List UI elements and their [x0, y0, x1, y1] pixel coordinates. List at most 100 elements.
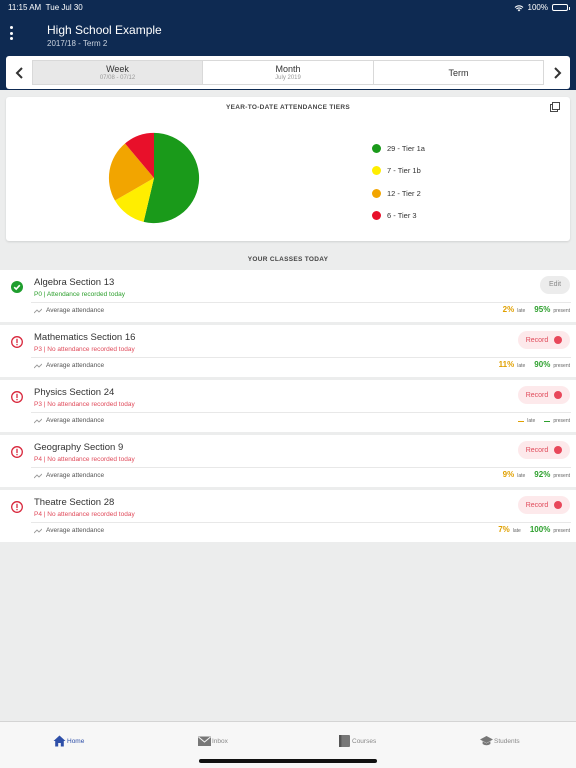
legend-item-tier-1b: 7 - Tier 1b — [372, 160, 425, 183]
tab-courses[interactable]: Courses — [338, 735, 376, 747]
record-dot-icon — [554, 446, 563, 454]
chevron-left-icon — [15, 66, 23, 79]
tab-home[interactable]: Home — [53, 735, 84, 747]
record-dot-icon — [554, 391, 563, 399]
app-header: High School Example 2017/18 - Term 2 — [0, 14, 576, 54]
class-row-theatre[interactable]: Theatre Section 28 P4 | No attendance re… — [0, 490, 576, 542]
record-label: Record — [525, 391, 549, 399]
expand-icon[interactable] — [550, 102, 560, 112]
trend-icon — [34, 363, 42, 368]
present-empty-dash — [544, 421, 551, 422]
period-selector-bar: Week 07/08 - 07/12 Month July 2019 Term — [0, 54, 576, 90]
period-label: Term — [448, 68, 469, 78]
attendance-tiers-card: YEAR-TO-DATE ATTENDANCE TIERS 29 - Tier … — [6, 97, 570, 241]
home-icon — [53, 735, 66, 747]
graduation-cap-icon — [480, 736, 493, 746]
edit-attendance-button[interactable]: Edit — [540, 276, 570, 294]
late-percent: 11% — [498, 360, 515, 369]
wifi-icon — [514, 4, 523, 11]
period-range: 07/08 - 07/12 — [99, 75, 136, 81]
trend-icon — [34, 308, 42, 313]
previous-period-button[interactable] — [6, 56, 32, 89]
class-attendance-status: P4 | No attendance recorded today — [34, 456, 135, 463]
class-attendance-status: P0 | Attendance recorded today — [34, 291, 125, 298]
period-range: July 2019 — [275, 75, 301, 81]
class-row-algebra[interactable]: Algebra Section 13 P0 | Attendance recor… — [0, 270, 576, 322]
period-tab-month[interactable]: Month July 2019 — [202, 60, 374, 85]
pie-slice-2 — [108, 143, 154, 201]
legend-item-tier-3: 6 - Tier 3 — [372, 205, 425, 228]
average-attendance-label: Average attendance — [46, 417, 105, 424]
late-percent: 9% — [502, 470, 515, 479]
tab-students[interactable]: Students — [480, 735, 520, 747]
present-label: present — [553, 473, 570, 479]
present-percent: 100% — [529, 525, 551, 534]
period-label: Month — [275, 64, 301, 74]
tier-legend: 29 - Tier 1a 7 - Tier 1b 12 - Tier 2 6 -… — [372, 137, 425, 227]
class-attendance-status: P4 | No attendance recorded today — [34, 511, 135, 518]
record-attendance-button[interactable]: Record — [518, 386, 570, 404]
legend-dot — [372, 211, 381, 221]
legend-dot — [372, 188, 381, 198]
record-attendance-button[interactable]: Record — [518, 441, 570, 459]
class-row-physics[interactable]: Physics Section 24 P3 | No attendance re… — [0, 380, 576, 432]
book-icon — [339, 735, 350, 747]
class-row-mathematics[interactable]: Mathematics Section 16 P3 | No attendanc… — [0, 325, 576, 377]
record-attendance-button[interactable]: Record — [518, 331, 570, 349]
late-label: late — [517, 363, 526, 369]
period-tab-week[interactable]: Week 07/08 - 07/12 — [32, 60, 203, 85]
class-name: Mathematics Section 16 — [34, 332, 136, 343]
attendance-stats: 9% late 92% present — [503, 470, 570, 479]
home-indicator — [199, 759, 377, 763]
chevron-right-icon — [553, 66, 561, 79]
present-label: present — [553, 528, 570, 534]
late-empty-dash — [518, 421, 525, 422]
late-label: late — [517, 473, 526, 479]
average-attendance-label: Average attendance — [46, 527, 105, 534]
legend-label: 29 - Tier 1a — [387, 143, 425, 153]
class-attendance-status: P3 | No attendance recorded today — [34, 401, 135, 408]
record-label: Record — [525, 501, 549, 509]
record-label: Record — [525, 446, 549, 454]
record-dot-icon — [554, 336, 563, 344]
more-menu-icon[interactable] — [6, 24, 16, 42]
legend-dot — [372, 143, 381, 153]
status-clock: 11:15 AM — [8, 3, 42, 12]
pie-slice-0 — [143, 132, 200, 224]
average-attendance: Average attendance — [34, 362, 104, 369]
status-date: Tue Jul 30 — [45, 3, 83, 12]
battery-percent: 100% — [527, 3, 548, 12]
legend-label: 12 - Tier 2 — [387, 188, 421, 198]
late-percent: 7% — [498, 525, 510, 534]
alert-circle-icon — [11, 446, 23, 458]
late-label: late — [512, 528, 521, 534]
pie-slice-1 — [114, 178, 154, 222]
alert-circle-icon — [11, 391, 23, 403]
record-attendance-button[interactable]: Record — [518, 496, 570, 514]
check-circle-icon — [11, 281, 23, 293]
status-time: 11:15 AM Tue Jul 30 — [8, 3, 83, 12]
battery-icon — [552, 4, 570, 11]
next-period-button[interactable] — [544, 56, 570, 89]
divider — [31, 412, 571, 413]
legend-label: 6 - Tier 3 — [387, 211, 417, 221]
tab-inbox[interactable]: Inbox — [198, 735, 228, 747]
tab-label: Home — [67, 737, 85, 745]
status-right: 100% — [514, 3, 570, 12]
average-attendance-label: Average attendance — [46, 472, 105, 479]
present-label: present — [553, 308, 570, 314]
attendance-stats: 7% late 100% present — [498, 525, 570, 534]
legend-item-tier-2: 12 - Tier 2 — [372, 182, 425, 205]
period-label: Week — [106, 64, 129, 74]
tab-label: Students — [494, 737, 520, 745]
pie-slice-3 — [125, 132, 154, 178]
class-name: Algebra Section 13 — [34, 277, 115, 288]
term-subtitle: 2017/18 - Term 2 — [47, 39, 108, 48]
divider — [31, 357, 571, 358]
average-attendance: Average attendance — [34, 307, 104, 314]
class-name: Physics Section 24 — [34, 387, 115, 398]
class-row-geography[interactable]: Geography Section 9 P4 | No attendance r… — [0, 435, 576, 487]
period-tab-term[interactable]: Term — [373, 60, 544, 85]
alert-circle-icon — [11, 336, 23, 348]
average-attendance: Average attendance — [34, 472, 104, 479]
